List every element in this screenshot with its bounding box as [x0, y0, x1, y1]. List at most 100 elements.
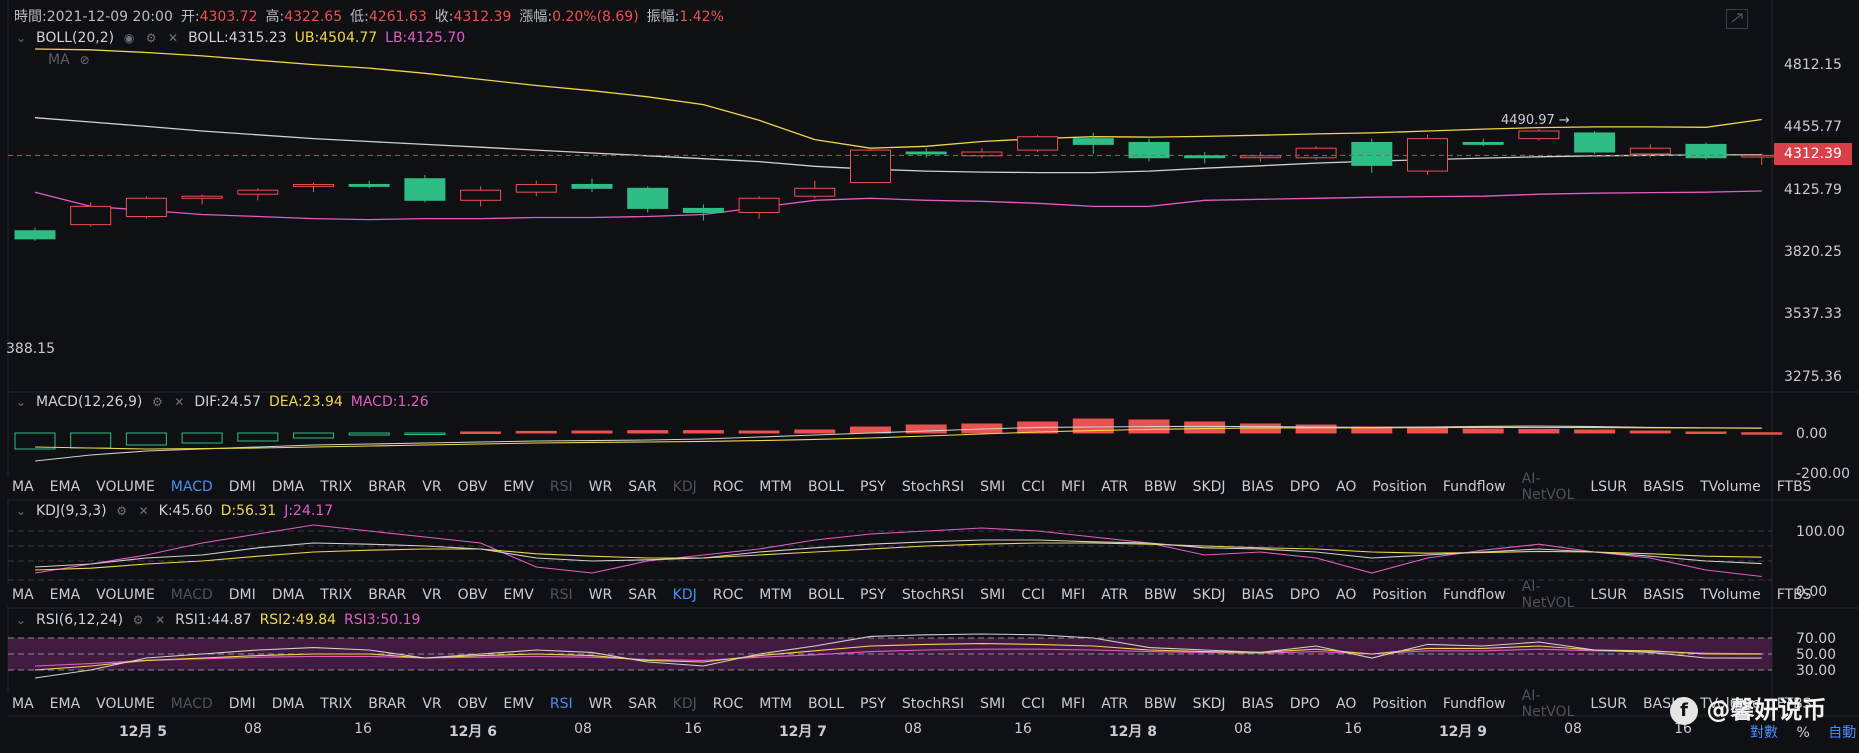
indicator-tab-cci[interactable]: CCI	[1021, 587, 1045, 603]
indicator-tab-vr[interactable]: VR	[422, 587, 442, 603]
indicator-tab-fundflow[interactable]: Fundflow	[1442, 479, 1506, 495]
indicator-tab-roc[interactable]: ROC	[712, 479, 744, 495]
indicator-tab-ai-netvol[interactable]: AI-NetVOL	[1521, 688, 1575, 720]
indicator-tab-macd[interactable]: MACD	[170, 587, 213, 603]
collapse-icon[interactable]: ⌄	[15, 395, 27, 409]
indicator-tab-ao[interactable]: AO	[1336, 696, 1357, 712]
log-scale-toggle[interactable]: 對數	[1750, 725, 1778, 741]
indicator-tab-sar[interactable]: SAR	[628, 479, 657, 495]
indicator-tab-ma[interactable]: MA	[12, 696, 34, 712]
indicator-tab-fundflow[interactable]: Fundflow	[1442, 696, 1506, 712]
indicator-tab-sar[interactable]: SAR	[628, 587, 657, 603]
indicator-tab-volume[interactable]: VOLUME	[96, 696, 155, 712]
indicator-tab-ao[interactable]: AO	[1336, 587, 1357, 603]
collapse-icon[interactable]: ⌄	[15, 31, 27, 45]
indicator-tab-skdj[interactable]: SKDJ	[1192, 696, 1226, 712]
indicator-tab-ai-netvol[interactable]: AI-NetVOL	[1521, 579, 1575, 611]
indicator-tab-skdj[interactable]: SKDJ	[1192, 587, 1226, 603]
indicator-tab-trix[interactable]: TRIX	[320, 696, 353, 712]
indicator-tab-kdj[interactable]: KDJ	[672, 479, 697, 495]
indicator-tab-wr[interactable]: WR	[588, 479, 613, 495]
indicator-tab-bbw[interactable]: BBW	[1144, 479, 1177, 495]
indicator-tab-smi[interactable]: SMI	[980, 479, 1006, 495]
indicator-tab-ma[interactable]: MA	[12, 479, 34, 495]
indicator-tab-wr[interactable]: WR	[588, 587, 613, 603]
indicator-tab-lsur[interactable]: LSUR	[1590, 696, 1628, 712]
indicator-tab-mfi[interactable]: MFI	[1060, 696, 1086, 712]
indicator-tab-trix[interactable]: TRIX	[320, 587, 353, 603]
close-icon[interactable]: ✕	[155, 613, 166, 627]
indicator-tab-basis[interactable]: BASIS	[1643, 587, 1685, 603]
indicator-tab-atr[interactable]: ATR	[1101, 696, 1128, 712]
indicator-tab-cci[interactable]: CCI	[1021, 479, 1045, 495]
indicator-tab-emv[interactable]: EMV	[503, 479, 534, 495]
indicator-tab-ema[interactable]: EMA	[49, 587, 81, 603]
indicator-tab-ftbs[interactable]: FTBS	[1776, 696, 1812, 712]
indicator-tab-bbw[interactable]: BBW	[1144, 696, 1177, 712]
indicator-tab-vr[interactable]: VR	[422, 479, 442, 495]
indicator-tab-sar[interactable]: SAR	[628, 696, 657, 712]
indicator-tab-ftbs[interactable]: FTBS	[1776, 587, 1812, 603]
indicator-tab-wr[interactable]: WR	[588, 696, 613, 712]
indicator-tab-stochrsi[interactable]: StochRSI	[901, 587, 965, 603]
indicator-tab-dpo[interactable]: DPO	[1289, 587, 1320, 603]
indicator-tab-vr[interactable]: VR	[422, 696, 442, 712]
indicator-tab-obv[interactable]: OBV	[457, 479, 488, 495]
indicator-tab-roc[interactable]: ROC	[712, 587, 744, 603]
indicator-tab-basis[interactable]: BASIS	[1643, 479, 1685, 495]
indicator-tab-mtm[interactable]: MTM	[759, 479, 793, 495]
close-icon[interactable]: ✕	[168, 31, 179, 45]
indicator-tab-dma[interactable]: DMA	[271, 696, 305, 712]
indicator-tab-tvolume[interactable]: TVolume	[1700, 587, 1761, 603]
indicator-tab-position[interactable]: Position	[1372, 479, 1427, 495]
indicator-tab-fundflow[interactable]: Fundflow	[1442, 587, 1506, 603]
auto-scale-toggle[interactable]: 自動	[1828, 725, 1857, 741]
indicator-tab-dmi[interactable]: DMI	[228, 696, 256, 712]
indicator-tab-position[interactable]: Position	[1372, 696, 1427, 712]
collapse-icon[interactable]: ⌄	[15, 613, 27, 627]
indicator-tab-mtm[interactable]: MTM	[759, 696, 793, 712]
indicator-tab-lsur[interactable]: LSUR	[1590, 479, 1628, 495]
indicator-tab-rsi[interactable]: RSI	[549, 587, 573, 603]
indicator-tab-ma[interactable]: MA	[12, 587, 34, 603]
indicator-tab-emv[interactable]: EMV	[503, 587, 534, 603]
settings-icon[interactable]: ⚙	[151, 395, 163, 409]
indicator-tab-mfi[interactable]: MFI	[1060, 479, 1086, 495]
indicator-tab-cci[interactable]: CCI	[1021, 696, 1045, 712]
close-icon[interactable]: ✕	[174, 395, 185, 409]
indicator-tab-boll[interactable]: BOLL	[808, 587, 844, 603]
indicator-tab-ftbs[interactable]: FTBS	[1776, 479, 1812, 495]
eye-icon[interactable]: ◉	[123, 31, 135, 45]
settings-icon[interactable]: ⚙	[116, 504, 128, 518]
indicator-tab-emv[interactable]: EMV	[503, 696, 534, 712]
indicator-tab-rsi[interactable]: RSI	[549, 696, 573, 712]
indicator-tab-stochrsi[interactable]: StochRSI	[901, 479, 965, 495]
indicator-tab-ao[interactable]: AO	[1336, 479, 1357, 495]
close-icon[interactable]: ✕	[138, 504, 149, 518]
indicator-tab-boll[interactable]: BOLL	[808, 479, 844, 495]
indicator-tab-macd[interactable]: MACD	[170, 479, 213, 495]
indicator-tab-rsi[interactable]: RSI	[549, 479, 573, 495]
settings-icon[interactable]: ⚙	[145, 31, 157, 45]
indicator-tab-tvolume[interactable]: TVolume	[1700, 696, 1761, 712]
indicator-tab-smi[interactable]: SMI	[980, 696, 1006, 712]
indicator-tab-lsur[interactable]: LSUR	[1590, 587, 1628, 603]
indicator-tab-kdj[interactable]: KDJ	[672, 696, 697, 712]
indicator-tab-psy[interactable]: PSY	[860, 696, 886, 712]
indicator-tab-trix[interactable]: TRIX	[320, 479, 353, 495]
indicator-tab-macd[interactable]: MACD	[170, 696, 213, 712]
indicator-tab-brar[interactable]: BRAR	[368, 587, 407, 603]
indicator-tab-stochrsi[interactable]: StochRSI	[901, 696, 965, 712]
indicator-tab-ema[interactable]: EMA	[49, 479, 81, 495]
indicator-tab-dma[interactable]: DMA	[271, 479, 305, 495]
indicator-tab-mtm[interactable]: MTM	[759, 587, 793, 603]
indicator-tab-bias[interactable]: BIAS	[1241, 479, 1274, 495]
indicator-tab-position[interactable]: Position	[1372, 587, 1427, 603]
indicator-tab-atr[interactable]: ATR	[1101, 479, 1128, 495]
indicator-tab-skdj[interactable]: SKDJ	[1192, 479, 1226, 495]
indicator-tab-bias[interactable]: BIAS	[1241, 696, 1274, 712]
indicator-tab-dma[interactable]: DMA	[271, 587, 305, 603]
indicator-tab-brar[interactable]: BRAR	[368, 696, 407, 712]
collapse-icon[interactable]: ⌄	[15, 504, 27, 518]
indicator-tab-bbw[interactable]: BBW	[1144, 587, 1177, 603]
